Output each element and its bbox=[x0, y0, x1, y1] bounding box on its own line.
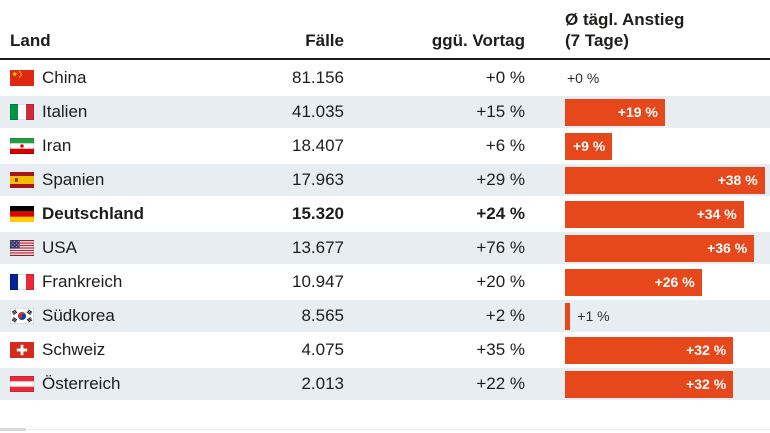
cases-value: 8.565 bbox=[301, 306, 344, 326]
table-body: China 81.156 +0 % +0 % Italien 41.035 +15 % +19… bbox=[0, 62, 770, 401]
bottom-divider bbox=[0, 429, 770, 430]
avg-increase-bar: +32 % bbox=[565, 336, 734, 364]
avg-increase-bar-cell: +1 % bbox=[565, 300, 770, 332]
avg-increase-bar-cell: +0 % bbox=[565, 62, 770, 94]
avg-increase-bar-cell: +26 % bbox=[565, 266, 770, 298]
avg-increase-bar-cell: +19 % bbox=[565, 96, 770, 128]
table-row: USA 13.677 +76 % +36 % bbox=[0, 232, 770, 265]
cases-value: 18.407 bbox=[292, 136, 344, 156]
table-row: China 81.156 +0 % +0 % bbox=[0, 62, 770, 94]
avg-increase-bar: +19 % bbox=[565, 98, 665, 126]
cases-value: 10.947 bbox=[292, 272, 344, 292]
avg-increase-label: +32 % bbox=[686, 342, 727, 359]
flag-austria-icon bbox=[10, 376, 42, 393]
avg-increase-label: +26 % bbox=[654, 274, 695, 291]
vs-previous-day-value: +35 % bbox=[476, 340, 525, 360]
avg-increase-label: +9 % bbox=[572, 138, 606, 155]
vs-previous-day-value: +29 % bbox=[476, 170, 525, 190]
vs-previous-day-value: +15 % bbox=[476, 102, 525, 122]
country-label: China bbox=[42, 68, 87, 88]
avg-increase-bar bbox=[565, 302, 571, 330]
header-faelle: Fälle bbox=[305, 30, 344, 50]
country-label: Italien bbox=[42, 102, 88, 122]
vs-previous-day-value: +22 % bbox=[476, 374, 525, 394]
avg-increase-label: +38 % bbox=[717, 172, 758, 189]
header-avg-line1: Ø tägl. Anstieg bbox=[565, 10, 685, 29]
vs-previous-day-value: +20 % bbox=[476, 272, 525, 292]
avg-increase-label: +0 % bbox=[567, 70, 600, 87]
table-row: Spanien 17.963 +29 % +38 % bbox=[0, 164, 770, 197]
country-label: Südkorea bbox=[42, 306, 115, 326]
flag-spain-icon bbox=[10, 172, 42, 189]
avg-increase-bar: +36 % bbox=[565, 234, 755, 262]
header-land: Land bbox=[10, 30, 51, 50]
avg-increase-bar-cell: +32 % bbox=[565, 368, 770, 400]
vs-previous-day-value: +0 % bbox=[485, 68, 525, 88]
bottom-left-dash bbox=[0, 428, 26, 431]
flag-germany-icon bbox=[10, 206, 42, 223]
flag-china-icon bbox=[10, 70, 42, 87]
avg-increase-label: +19 % bbox=[617, 104, 658, 121]
cases-value: 81.156 bbox=[292, 68, 344, 88]
header-avg-anstieg: Ø tägl. Anstieg (7 Tage) bbox=[565, 10, 770, 51]
avg-increase-bar: +34 % bbox=[565, 200, 744, 228]
country-label: Iran bbox=[42, 136, 72, 156]
avg-increase-bar: +32 % bbox=[565, 370, 734, 398]
table-row: Deutschland 15.320 +24 % +34 % bbox=[0, 198, 770, 230]
country-label: Schweiz bbox=[42, 340, 106, 360]
flag-usa-icon bbox=[10, 240, 42, 257]
avg-increase-bar-cell: +34 % bbox=[565, 198, 770, 230]
cases-value: 4.075 bbox=[301, 340, 344, 360]
cases-value: 41.035 bbox=[292, 102, 344, 122]
flag-southkorea-icon bbox=[10, 308, 42, 325]
vs-previous-day-value: +2 % bbox=[485, 306, 525, 326]
country-label: Deutschland bbox=[42, 204, 145, 224]
avg-increase-bar: +26 % bbox=[565, 268, 702, 296]
avg-increase-bar-cell: +9 % bbox=[565, 130, 770, 162]
avg-increase-label: +1 % bbox=[577, 308, 610, 325]
country-label: USA bbox=[42, 238, 77, 258]
avg-increase-bar: +9 % bbox=[565, 132, 613, 160]
table-row: Frankreich 10.947 +20 % +26 % bbox=[0, 266, 770, 298]
vs-previous-day-value: +24 % bbox=[476, 204, 525, 224]
avg-increase-label: +34 % bbox=[696, 206, 737, 223]
avg-increase-bar-cell: +32 % bbox=[565, 334, 770, 366]
vs-previous-day-value: +6 % bbox=[485, 136, 525, 156]
table-row: Iran 18.407 +6 % +9 % bbox=[0, 130, 770, 162]
cases-value: 13.677 bbox=[292, 238, 344, 258]
table-row: Schweiz 4.075 +35 % +32 % bbox=[0, 334, 770, 366]
avg-increase-bar-cell: +36 % bbox=[565, 232, 770, 264]
avg-increase-label: +36 % bbox=[707, 240, 748, 257]
cases-value: 17.963 bbox=[292, 170, 344, 190]
avg-increase-bar-cell: +38 % bbox=[565, 164, 770, 196]
country-label: Frankreich bbox=[42, 272, 123, 292]
avg-increase-bar: +38 % bbox=[565, 166, 765, 194]
header-avg-line2: (7 Tage) bbox=[565, 30, 629, 50]
cases-value: 2.013 bbox=[301, 374, 344, 394]
vs-previous-day-value: +76 % bbox=[476, 238, 525, 258]
country-label: Österreich bbox=[42, 374, 121, 394]
table-row: Südkorea 8.565 +2 % +1 % bbox=[0, 300, 770, 333]
cases-value: 15.320 bbox=[292, 204, 344, 224]
country-label: Spanien bbox=[42, 170, 105, 190]
flag-switzerland-icon bbox=[10, 342, 42, 359]
header-ggue-vortag: ggü. Vortag bbox=[431, 30, 525, 50]
table-header-row: Land Fälle ggü. Vortag Ø tägl. Anstieg (… bbox=[0, 0, 770, 61]
table-row: Italien 41.035 +15 % +19 % bbox=[0, 96, 770, 129]
flag-iran-icon bbox=[10, 138, 42, 155]
flag-italy-icon bbox=[10, 104, 42, 121]
flag-france-icon bbox=[10, 274, 42, 291]
avg-increase-label: +32 % bbox=[686, 376, 727, 393]
table-row: Österreich 2.013 +22 % +32 % bbox=[0, 368, 770, 401]
